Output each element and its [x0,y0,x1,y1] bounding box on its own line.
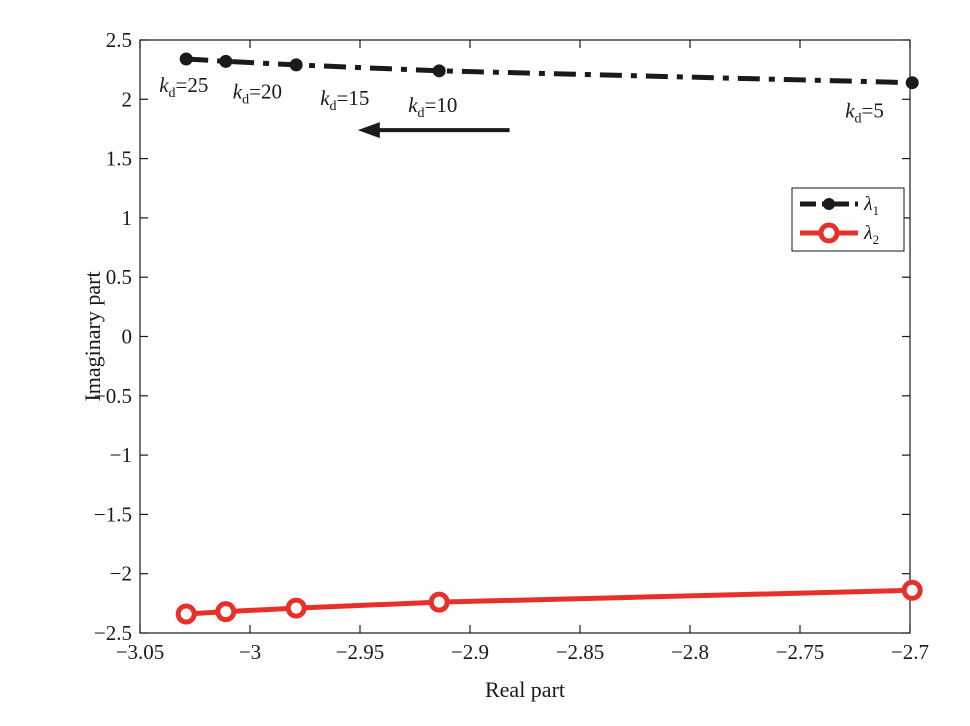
x-tick-label: −2.85 [556,640,605,664]
x-axis-label: Real part [485,677,565,702]
point-annotation: kd=25 [159,73,208,101]
direction-arrow-head [357,122,380,139]
y-tick-label: 1.5 [106,147,132,171]
x-tick-label: −2.7 [891,640,929,664]
point-annotation: kd=15 [320,86,369,114]
point-annotation: kd=5 [845,99,884,127]
y-tick-label: −2 [110,562,132,586]
legend-marker-2 [818,222,840,244]
series-1-point [179,52,193,66]
series-2-point [215,601,237,623]
legend-label-1: λ1 [863,193,879,218]
point-annotation: kd=20 [233,79,282,107]
y-tick-label: 0.5 [106,265,132,289]
series-2-point [428,591,450,613]
y-tick-label: 2.5 [106,28,132,52]
series-2-point [175,603,197,625]
series-2-point [901,579,923,601]
series-2-point [285,597,307,619]
y-tick-label: 1 [122,206,133,230]
y-tick-label: −0.5 [94,384,132,408]
x-tick-label: −2.8 [671,640,709,664]
y-tick-label: 2 [122,87,133,111]
x-tick-label: −2.9 [451,640,489,664]
y-tick-label: 0 [122,325,133,349]
series-1-point [432,64,446,78]
x-tick-label: −2.75 [776,640,825,664]
x-tick-label: −3.05 [116,640,165,664]
y-tick-label: −1.5 [94,502,132,526]
legend-label-2: λ2 [863,222,879,247]
x-tick-label: −2.95 [336,640,385,664]
series-1-point [289,58,303,72]
point-annotation: kd=10 [408,93,457,121]
legend-box [791,187,905,252]
series-1-point [219,54,233,68]
legend-marker-1 [823,198,835,210]
y-tick-label: −1 [110,443,132,467]
y-axis-label: Imaginary part [80,271,105,401]
y-tick-label: −2.5 [94,621,132,645]
plot-layer: −3.05 −3 −2.95 −2.9 −2.85 −2.8 −2.75 −2.7 −2.5 −2… [94,28,929,664]
x-tick-label: −3 [239,640,261,664]
series-1-point [905,76,919,90]
